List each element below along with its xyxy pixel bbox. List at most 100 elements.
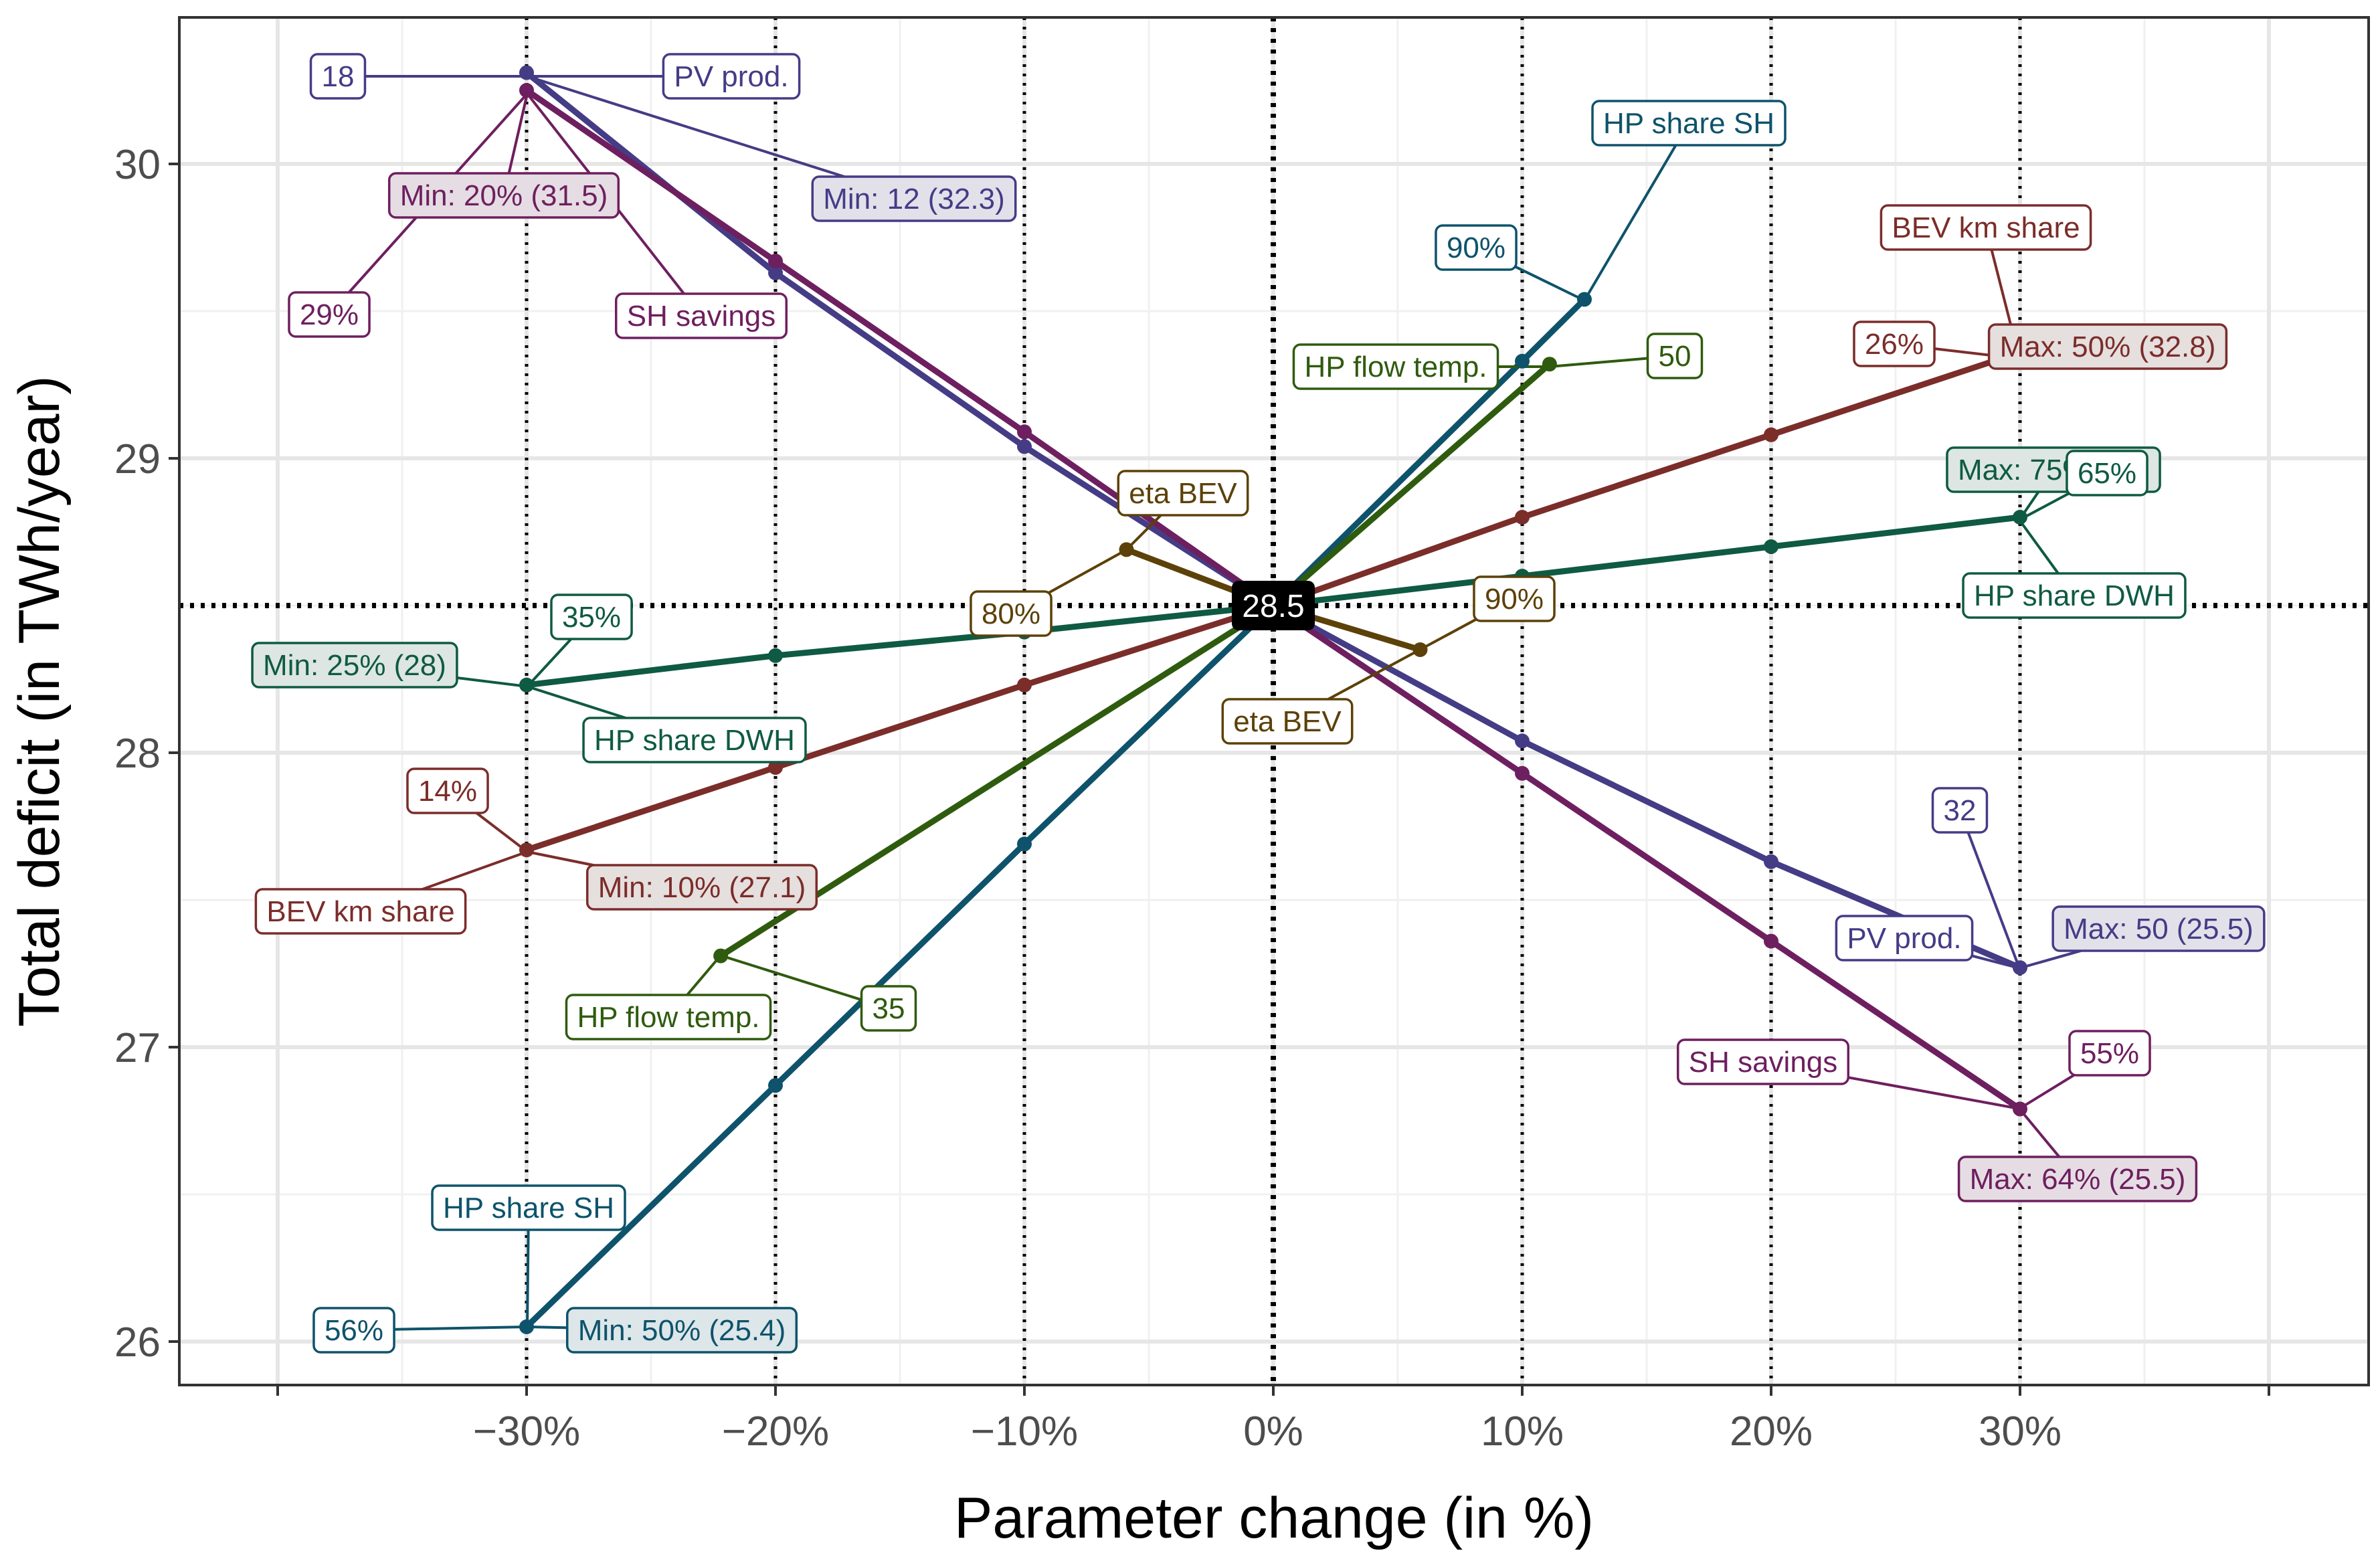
label-box <box>1435 224 1518 271</box>
label-text: Min: 12 (32.3) <box>823 183 1004 215</box>
x-tick-label: 30% <box>1979 1408 2062 1455</box>
data-point <box>1017 836 1032 852</box>
data-label-bev-name-top: BEV km share <box>1880 204 2092 251</box>
data-point <box>519 83 534 98</box>
label-box <box>1880 204 2092 251</box>
data-label-bev-14: 14% <box>406 767 489 814</box>
label-box <box>1931 787 1989 834</box>
label-leader <box>1958 810 2021 969</box>
label-box <box>1835 915 1974 961</box>
data-label-hpsh-90: 90% <box>1435 224 1518 271</box>
data-point <box>1764 427 1778 442</box>
label-text: 65% <box>2078 457 2136 490</box>
data-label-dwh-name-left: HP share DWH <box>582 717 807 763</box>
label-box <box>585 864 818 911</box>
label-box <box>2051 905 2266 952</box>
data-label-dwh-65: 65% <box>2066 450 2148 496</box>
data-label-pv-name-top: PV prod. <box>662 53 801 100</box>
data-label-hpft-name-left: HP flow temp. <box>565 994 772 1040</box>
data-label-dwh-name-right: HP share DWH <box>1962 572 2187 619</box>
x-tick-label: 0% <box>1243 1408 1303 1455</box>
y-tick-label: 26 <box>114 1319 161 1366</box>
series-line <box>523 296 1588 1330</box>
data-label-sh-name-right: SH savings <box>1676 1038 1850 1085</box>
label-text: HP share SH <box>1603 107 1774 140</box>
label-box <box>1591 100 1787 147</box>
x-axis-title: Parameter change (in %) <box>954 1486 1594 1550</box>
data-label-dwh-35: 35% <box>550 593 633 640</box>
data-point <box>768 1078 783 1093</box>
label-text: eta BEV <box>1233 705 1342 738</box>
data-point <box>1017 439 1032 454</box>
label-box <box>254 888 467 935</box>
data-point <box>1515 510 1530 525</box>
label-box <box>1292 343 1499 390</box>
data-label-hpft-50: 50 <box>1646 333 1704 379</box>
label-box <box>565 1307 798 1354</box>
data-label-sh-min: Min: 20% (31.5) <box>387 172 620 219</box>
data-label-dwh-min: Min: 25% (28) <box>251 642 458 689</box>
data-label-bev-name-left: BEV km share <box>254 888 467 935</box>
data-label-bev-max: Max: 50% (32.8) <box>1987 323 2228 370</box>
label-text: 90% <box>1485 583 1544 616</box>
data-labels: 18 PV prod. Min: 12 (32.3) Min: 20% (31.5) 2… <box>251 53 2266 1354</box>
label-box <box>614 292 788 339</box>
label-text: eta BEV <box>1129 477 1237 510</box>
data-label-pv-32: 32 <box>1931 787 1989 834</box>
label-box <box>565 994 772 1040</box>
label-box <box>1646 333 1704 379</box>
label-box <box>1117 470 1249 517</box>
label-box <box>970 590 1052 637</box>
data-point <box>768 760 783 775</box>
label-box <box>1957 1156 2198 1202</box>
data-label-eta-80: 80% <box>970 590 1052 637</box>
label-text: SH savings <box>1689 1046 1838 1079</box>
y-axis-title: Total deficit (in TWh/year) <box>7 375 72 1026</box>
label-box <box>431 1184 626 1231</box>
label-box <box>2066 450 2148 496</box>
data-point <box>1515 733 1530 749</box>
data-point <box>519 842 534 858</box>
data-point <box>1017 424 1032 440</box>
data-point <box>1515 765 1530 781</box>
data-point <box>1577 292 1592 307</box>
data-point <box>1764 854 1778 869</box>
label-box <box>288 291 371 338</box>
label-text: 35 <box>873 992 905 1025</box>
label-text: HP flow temp. <box>577 1001 759 1034</box>
label-text: 56% <box>325 1314 383 1347</box>
data-label-eta-name-top: eta BEV <box>1117 470 1249 517</box>
data-label-hpsh-name-top: HP share SH <box>1591 100 1787 147</box>
label-text: 32 <box>1944 794 1977 827</box>
data-label-sh-55: 55% <box>2068 1030 2151 1077</box>
x-tick-label: 10% <box>1481 1408 1564 1455</box>
label-leader <box>1583 122 1690 302</box>
label-box <box>662 53 801 100</box>
label-text: 55% <box>2080 1037 2139 1070</box>
data-point <box>713 948 729 964</box>
x-tick-label: −20% <box>722 1408 829 1455</box>
data-point <box>768 648 783 663</box>
label-box <box>1473 575 1556 622</box>
data-point <box>1412 642 1428 657</box>
label-box <box>309 53 367 100</box>
label-text: Min: 50% (25.4) <box>578 1314 786 1347</box>
data-point <box>1542 357 1557 372</box>
y-tick-label: 30 <box>114 142 161 188</box>
label-text: 29% <box>300 298 359 331</box>
series-points <box>519 65 2027 1334</box>
label-text: Max: 50 (25.5) <box>2064 913 2254 945</box>
axes: −30% −20% −10% 0% 10% 20% 30% 26 27 28 29 30 <box>114 142 2270 1455</box>
label-text: BEV km share <box>1892 211 2080 244</box>
data-label-bev-26: 26% <box>1853 320 1936 367</box>
label-text: Min: 20% (31.5) <box>400 179 608 212</box>
label-text: Max: 50% (32.8) <box>2000 331 2216 363</box>
data-label-pv-max: Max: 50 (25.5) <box>2051 905 2266 952</box>
data-label-sh-29: 29% <box>288 291 371 338</box>
label-text: HP share DWH <box>1974 579 2175 612</box>
data-point <box>519 677 534 693</box>
label-box <box>1221 698 1354 745</box>
data-label-pv-name-right: PV prod. <box>1835 915 1974 961</box>
label-box <box>550 593 633 640</box>
